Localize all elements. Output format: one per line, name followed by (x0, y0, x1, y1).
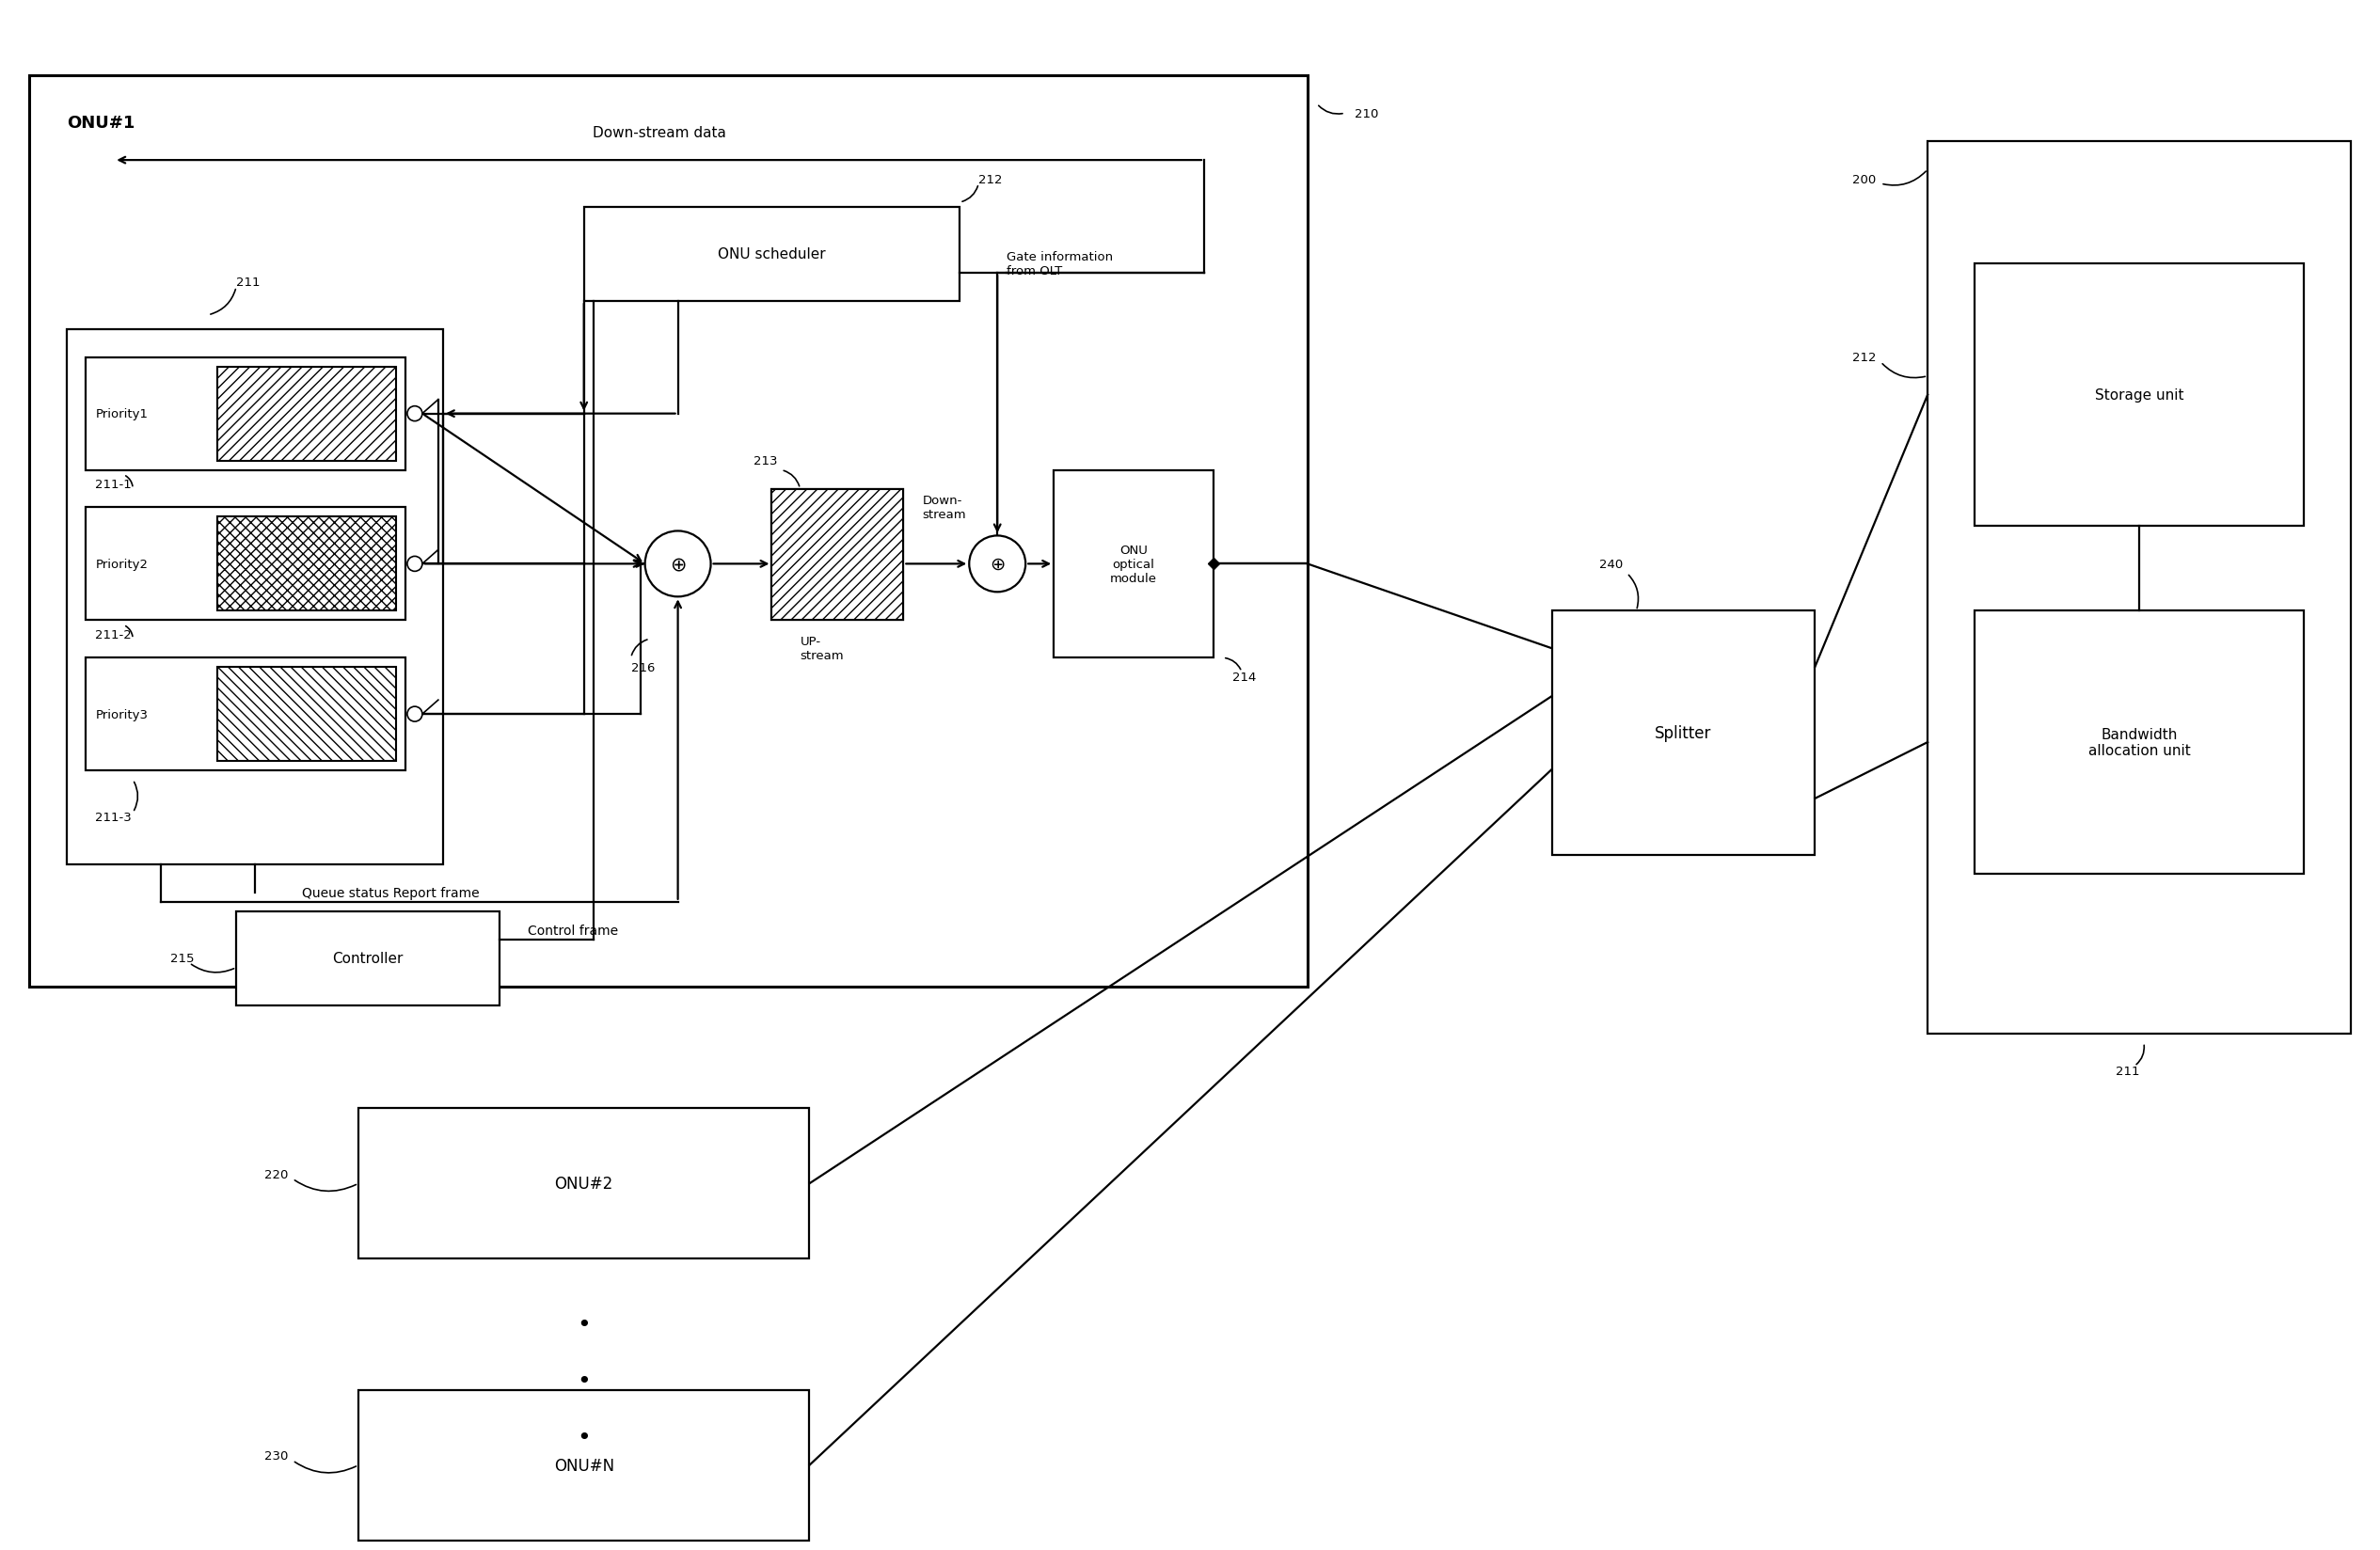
Text: 214: 214 (1233, 671, 1257, 684)
Bar (86, 358, 405, 471)
Circle shape (407, 406, 421, 422)
Text: ONU#2: ONU#2 (555, 1175, 614, 1192)
Text: •: • (576, 1426, 590, 1448)
Text: Priority1: Priority1 (95, 408, 148, 420)
Bar (1054, 471, 1214, 659)
Text: 211-3: 211-3 (95, 812, 131, 823)
Bar (86, 508, 405, 620)
Bar (67, 330, 443, 865)
Text: ONU#N: ONU#N (555, 1457, 614, 1474)
Text: 211: 211 (236, 277, 259, 288)
Bar (29, 76, 1307, 987)
Text: ONU scheduler: ONU scheduler (719, 248, 826, 262)
Circle shape (407, 707, 421, 722)
Text: •: • (576, 1313, 590, 1336)
Text: Down-
stream: Down- stream (921, 494, 966, 521)
Text: UP-
stream: UP- stream (800, 635, 845, 662)
Text: Queue status Report frame: Queue status Report frame (302, 887, 478, 899)
Text: 212: 212 (1852, 352, 1875, 364)
Text: ⊕: ⊕ (669, 555, 685, 574)
Bar (217, 668, 395, 761)
Text: Priority3: Priority3 (95, 708, 148, 721)
Bar (1975, 264, 2304, 527)
Bar (1975, 611, 2304, 874)
Text: 213: 213 (752, 456, 776, 467)
Text: 220: 220 (264, 1169, 288, 1181)
Bar (1928, 143, 2351, 1034)
Text: Bandwidth
allocation unit: Bandwidth allocation unit (2087, 727, 2190, 758)
Circle shape (969, 536, 1026, 592)
Bar (1552, 611, 1816, 856)
Text: 212: 212 (978, 174, 1002, 186)
Text: ONU#1: ONU#1 (67, 115, 136, 132)
Text: •: • (576, 1370, 590, 1392)
Text: 230: 230 (264, 1449, 288, 1462)
Text: 210: 210 (1354, 109, 1378, 119)
Text: Control frame: Control frame (528, 924, 619, 936)
Text: 215: 215 (171, 952, 195, 964)
Text: Storage unit: Storage unit (2094, 389, 2182, 403)
Text: 240: 240 (1599, 558, 1623, 570)
Bar (86, 659, 405, 770)
Bar (217, 367, 395, 460)
Bar (583, 208, 959, 302)
Text: Gate information
from OLT: Gate information from OLT (1007, 251, 1114, 277)
Text: ONU
optical
module: ONU optical module (1109, 544, 1157, 584)
Bar (771, 490, 904, 620)
Text: Priority2: Priority2 (95, 558, 148, 570)
Text: 216: 216 (631, 662, 655, 674)
Text: 211-2: 211-2 (95, 629, 131, 640)
Bar (359, 1108, 809, 1259)
Circle shape (407, 556, 421, 572)
Text: 211: 211 (2116, 1065, 2140, 1077)
Text: 211-1: 211-1 (95, 479, 131, 491)
Text: Splitter: Splitter (1654, 725, 1711, 742)
Bar (771, 490, 904, 620)
Circle shape (645, 532, 712, 597)
Bar (217, 518, 395, 611)
Text: Down-stream data: Down-stream data (593, 126, 726, 140)
Text: 200: 200 (1852, 174, 1875, 186)
Bar (236, 911, 500, 1006)
Text: Controller: Controller (333, 952, 402, 966)
Text: ⊕: ⊕ (990, 555, 1004, 574)
Bar (359, 1390, 809, 1541)
